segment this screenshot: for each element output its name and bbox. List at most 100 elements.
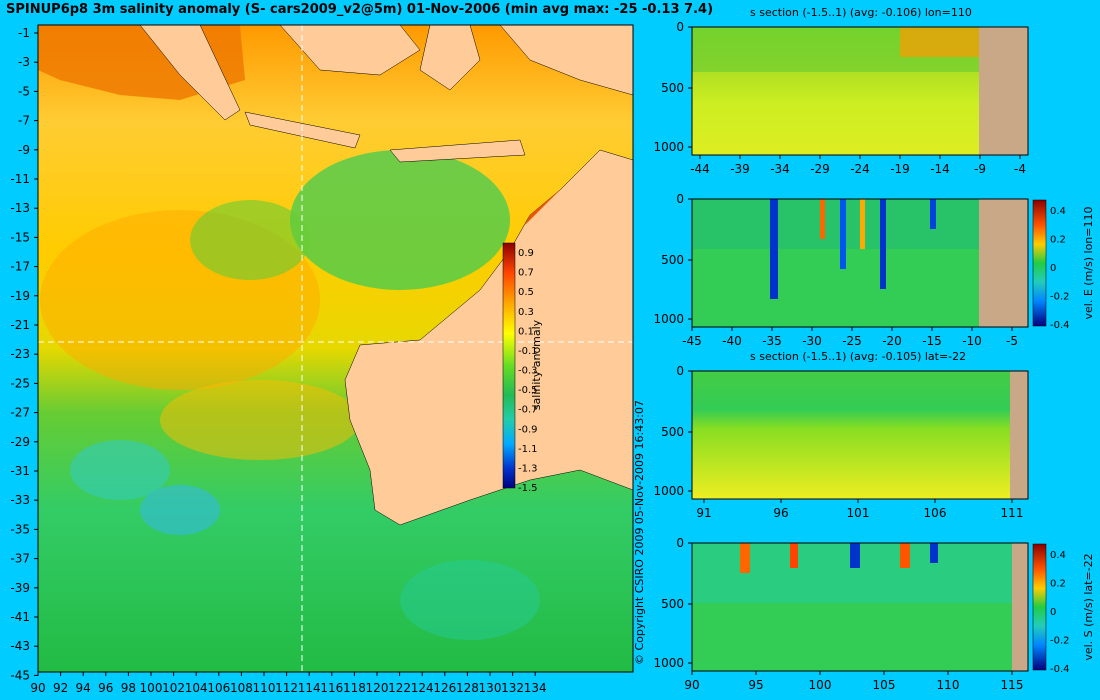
section-x-tick-label: 105	[873, 678, 896, 692]
lat-tick-label: -3	[18, 55, 30, 69]
section-y-tick-label: 1000	[653, 140, 684, 154]
lat-tick-label: -37	[10, 552, 30, 566]
lat-tick-label: -19	[10, 289, 30, 303]
map-lat-axis: -1 -3 -5 -7 -9 -11 -13 -15 -17 -19 -21 -23 -25 -27 -29…	[10, 26, 38, 682]
lon-tick-label: 92	[53, 681, 68, 695]
lon-tick-label: 106	[207, 681, 230, 695]
vel-colorbar-tick-label: 0.2	[1050, 579, 1066, 590]
section-x-tick-label: 95	[748, 678, 763, 692]
colorbar-tick-label: 0.5	[518, 287, 534, 298]
lon-tick-label: 122	[388, 681, 411, 695]
lat-tick-label: -31	[10, 464, 30, 478]
section-x-tick-label: -9	[974, 162, 986, 176]
lon-tick-label: 118	[343, 681, 366, 695]
colorbar-tick-label: -1.1	[518, 444, 538, 455]
section-x-tick-label: -40	[722, 334, 742, 348]
lat-tick-label: -41	[10, 610, 30, 624]
lat-tick-label: -33	[10, 493, 30, 507]
vel-e-colorbar	[1032, 199, 1047, 327]
vel-colorbar-tick-label: 0.2	[1050, 235, 1066, 246]
lon-tick-label: 126	[433, 681, 456, 695]
section-x-tick-label: -45	[682, 334, 702, 348]
section-x-tick-label: -5	[1006, 334, 1018, 348]
lon-tick-label: 100	[140, 681, 163, 695]
java-land	[244, 111, 361, 149]
lon-tick-label: 112	[275, 681, 298, 695]
lon-tick-label: 96	[98, 681, 113, 695]
colorbar-tick-label: -1.5	[518, 483, 538, 494]
lat-tick-label: -45	[10, 668, 30, 682]
lon-tick-label: 104	[185, 681, 208, 695]
section-y-tick-label: 500	[661, 597, 684, 611]
lat-tick-label: -7	[18, 114, 30, 128]
lon-tick-label: 102	[162, 681, 185, 695]
vel-colorbar-label: vel. E (m/s) lon=110	[1082, 207, 1095, 320]
section-x-tick-label: -30	[802, 334, 822, 348]
section-x-tick-label: 110	[937, 678, 960, 692]
lat-tick-label: -39	[10, 581, 30, 595]
section-x-tick-label: 90	[684, 678, 699, 692]
vel-colorbar-tick-label: -0.4	[1050, 664, 1070, 675]
lon-tick-label: 132	[501, 681, 524, 695]
colorbar-tick-label: 0.3	[518, 307, 534, 318]
section-x-tick-label: -10	[962, 334, 982, 348]
section-y-tick-label: 500	[661, 81, 684, 95]
section-x-tick-label: -34	[770, 162, 790, 176]
lon-tick-label: 130	[479, 681, 502, 695]
vel-colorbar-tick-label: 0	[1050, 607, 1056, 618]
section-4-panel	[691, 542, 1029, 672]
map-lon-axis: 90 92 94 96 98 100 102 104 106 108 110 112 114 116 118…	[30, 672, 547, 695]
lon-tick-label: 110	[253, 681, 276, 695]
section-y-tick-label: 1000	[653, 484, 684, 498]
lon-tick-label: 120	[366, 681, 389, 695]
section-1-panel	[691, 26, 1029, 156]
lat-tick-label: -5	[18, 84, 30, 98]
lat-tick-label: -35	[10, 522, 30, 536]
section-x-tick-label: -4	[1014, 162, 1026, 176]
section-x-tick-label: -29	[810, 162, 830, 176]
figure-title: SPINUP6p8 3m salinity anomaly (S- cars20…	[6, 2, 714, 17]
lon-tick-label: 124	[411, 681, 434, 695]
section-x-tick-label: 100	[809, 678, 832, 692]
vel-colorbar-tick-label: 0.4	[1050, 550, 1066, 561]
lat-tick-label: -11	[10, 172, 30, 186]
section-y-tick-label: 500	[661, 425, 684, 439]
section-y-tick-label: 1000	[653, 656, 684, 670]
vel-s-colorbar	[1032, 543, 1047, 671]
section-1-title: s section (-1.5..1) (avg: -0.106) lon=11…	[750, 6, 972, 19]
colorbar-tick-label: -1.3	[518, 463, 538, 474]
copyright-text: © Copyright CSIRO 2009 05-Nov-2009 16:43…	[633, 400, 646, 665]
lat-tick-label: -43	[10, 639, 30, 653]
colorbar-tick-label: -0.1	[518, 346, 538, 357]
lat-tick-label: -13	[10, 201, 30, 215]
australia-land	[344, 149, 634, 526]
section-x-tick-label: -15	[922, 334, 942, 348]
lon-tick-label: 134	[524, 681, 547, 695]
lon-tick-label: 114	[298, 681, 321, 695]
section-y-tick-label: 0	[676, 192, 684, 206]
colorbar-tick-label: -0.9	[518, 424, 538, 435]
vel-colorbar-tick-label: 0	[1050, 263, 1056, 274]
section-2-panel	[691, 198, 1029, 328]
section-y-tick-label: 1000	[653, 312, 684, 326]
section-3-title: s section (-1.5..1) (avg: -0.105) lat=-2…	[750, 350, 967, 363]
map-colorbar-ticks: 0.9 0.7 0.5 0.3 0.1 -0.1 -0.3 -0.5 -0.7 -0.9 -1.1 -…	[518, 248, 538, 494]
colorbar-tick-label: 0.9	[518, 248, 534, 259]
section-x-tick-label: 91	[696, 506, 711, 520]
map-panel	[37, 24, 634, 673]
section-x-tick-label: -35	[762, 334, 782, 348]
lat-tick-label: -27	[10, 406, 30, 420]
section-x-tick-label: 115	[1001, 678, 1024, 692]
section-x-tick-label: -44	[690, 162, 710, 176]
lon-tick-label: 108	[230, 681, 253, 695]
vel-colorbar-tick-label: -0.2	[1050, 292, 1070, 303]
section-y-tick-label: 0	[676, 364, 684, 378]
map-colorbar-label: salinity anomaly	[530, 319, 543, 410]
colorbar-tick-label: -0.3	[518, 366, 538, 377]
vel-colorbar-tick-label: -0.4	[1050, 320, 1070, 331]
section-x-tick-label: 96	[773, 506, 788, 520]
section-x-tick-label: -20	[882, 334, 902, 348]
colorbar-tick-label: -0.5	[518, 385, 538, 396]
section-x-tick-label: 111	[1001, 506, 1024, 520]
colorbar-tick-label: 0.7	[518, 268, 534, 279]
